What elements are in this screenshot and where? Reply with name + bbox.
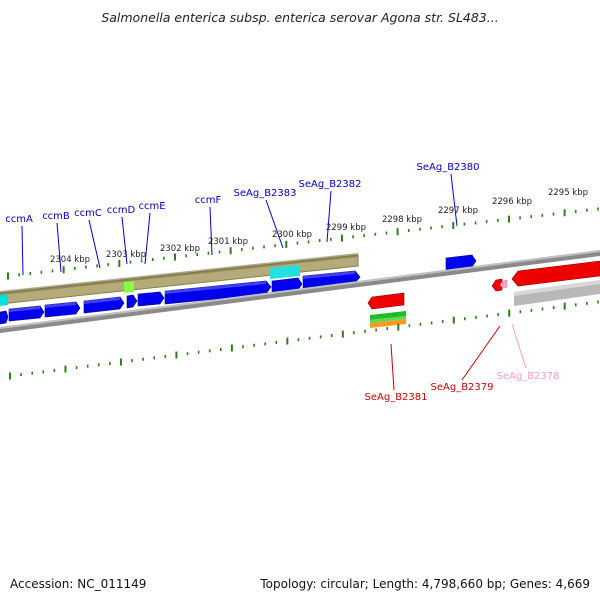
gene-leader-line [450, 173, 458, 227]
kbp-tick-label: 2296 kbp [492, 197, 532, 207]
gene-label-ccmd: ccmD [107, 205, 136, 216]
gene-leader-line [265, 199, 284, 249]
kbp-tick-label: 2299 kbp [326, 223, 366, 233]
kbp-tick-label: 2304 kbp [50, 255, 90, 265]
gene-labels-top: ccmA ccmB ccmC ccmD ccmEccmFSeAg_B2383SeAg_B… [5, 162, 480, 276]
gene-leader-line [88, 219, 101, 269]
gene-leader-line [21, 225, 24, 276]
gene-label-seag_b2382: SeAg_B2382 [299, 179, 362, 190]
gene-label-ccmf: ccmF [195, 195, 222, 206]
tick-rail-bottom [9, 300, 599, 380]
gene-highlights [9, 271, 355, 312]
reverse-genes [367, 260, 600, 310]
gene-label-seag_b2383: SeAg_B2383 [234, 188, 297, 199]
kbp-tick-label: 2302 kbp [160, 244, 200, 254]
rrna-feature [370, 311, 406, 320]
trna-feature [370, 319, 406, 328]
cyan-feature [0, 294, 8, 306]
gene-leader-line [461, 325, 501, 381]
gene-leader-line [56, 222, 62, 273]
green-feature [124, 281, 134, 293]
kbp-tick-label: 2301 kbp [208, 237, 248, 247]
gene-label-ccmb: ccmB [42, 211, 70, 222]
gene-label-ccma: ccmA [5, 214, 33, 225]
kbp-tick-label: 2295 kbp [548, 188, 588, 198]
cyan-feature [270, 265, 300, 279]
gene-label-seag_b2379: SeAg_B2379 [431, 382, 494, 393]
kbp-tick-label: 2297 kbp [438, 206, 478, 216]
gene-leader-line [326, 190, 332, 243]
tick-rail-top [7, 207, 599, 280]
kbp-tick-label: 2300 kbp [272, 230, 312, 240]
rrna-feature [370, 316, 406, 323]
genome-summary: Topology: circular; Length: 4,798,660 bp… [260, 577, 590, 591]
gene-label-seag_b2381: SeAg_B2381 [365, 392, 428, 403]
gene-leader-line [511, 323, 527, 369]
gene-label-seag_b2380: SeAg_B2380 [417, 162, 480, 173]
gene-label-ccmc: ccmC [74, 208, 102, 219]
gene-leader-line [144, 212, 151, 265]
gene-label-ccme: ccmE [138, 201, 165, 212]
gene-leader-line [390, 343, 395, 391]
accession-label: Accession: NC_011149 [10, 577, 147, 591]
gene-leader-line [209, 206, 213, 256]
kbp-tick-label: 2298 kbp [382, 215, 422, 225]
genome-title: Salmonella enterica subsp. enterica sero… [101, 10, 499, 25]
gene-label-seag_b2378: SeAg_B2378 [497, 371, 560, 382]
gene-leader-line [121, 216, 128, 265]
forward-genes [0, 254, 477, 325]
operon-band [0, 253, 359, 305]
